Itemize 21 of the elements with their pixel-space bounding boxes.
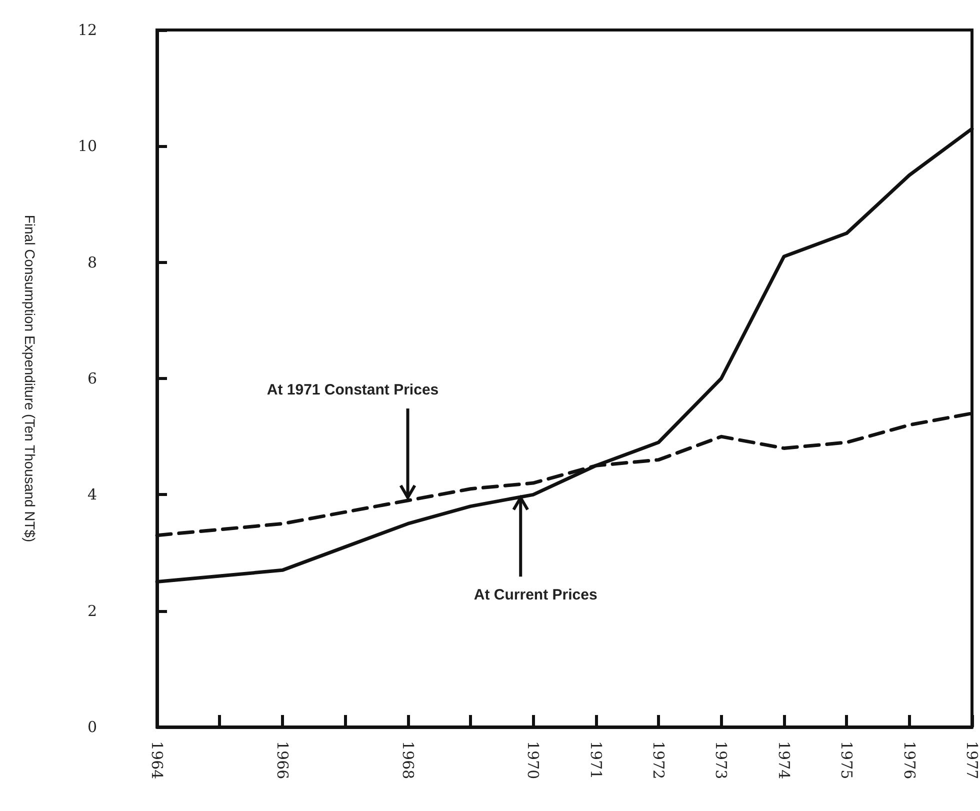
y-tick-label: 8 xyxy=(87,253,97,272)
annotation: At Current Prices xyxy=(474,586,598,604)
y-tick-label: 2 xyxy=(87,602,97,620)
x-tick-label: 1966 xyxy=(273,741,292,780)
x-tick-label: 1974 xyxy=(774,741,793,780)
x-tick-label: 1973 xyxy=(712,741,730,780)
x-tick-label: 1977 xyxy=(963,741,980,780)
y-tick-label: 0 xyxy=(87,718,97,736)
y-tick-label: 12 xyxy=(78,21,97,39)
x-tick-label: 1964 xyxy=(148,741,166,780)
x-tick-label: 1972 xyxy=(650,741,668,780)
y-tick-label: 6 xyxy=(87,370,97,388)
x-tick-label: 1970 xyxy=(524,741,542,780)
x-tick-label: 1971 xyxy=(586,741,605,780)
x-tick-label: 1976 xyxy=(900,741,918,780)
x-tick-label: 1968 xyxy=(398,741,417,780)
x-tick-label: 1975 xyxy=(838,741,856,780)
y-axis-title: Final Consumption Expenditure (Ten Thousand NT$) xyxy=(22,214,38,542)
y-tick-label: 4 xyxy=(87,486,97,504)
y-tick-label: 10 xyxy=(78,137,97,156)
annotation: At 1971 Constant Prices xyxy=(266,382,439,399)
